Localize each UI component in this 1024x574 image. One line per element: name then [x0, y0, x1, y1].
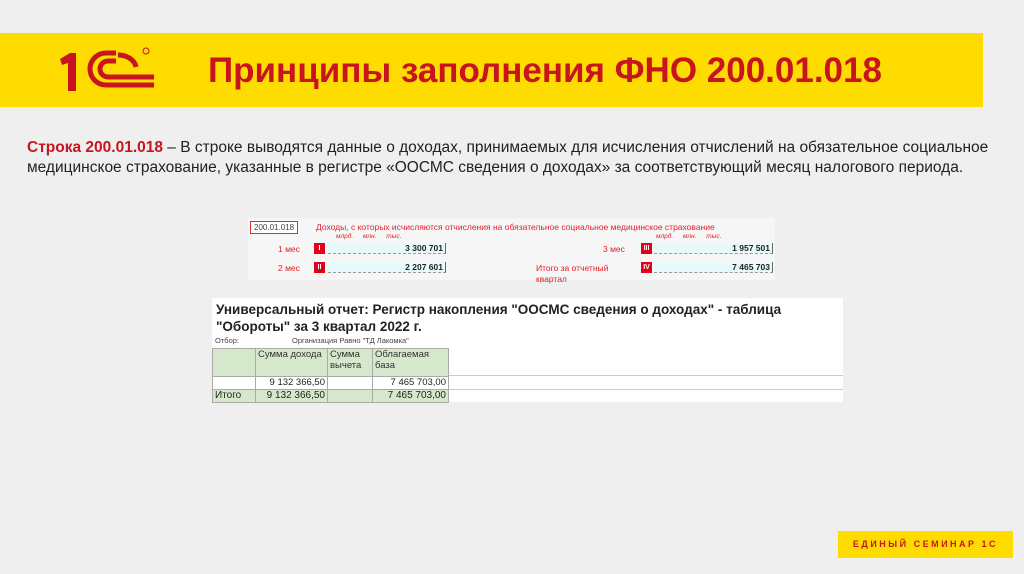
report-title: Универсальный отчет: Регистр накопления … [216, 302, 782, 334]
value-field[interactable]: 2 207 601 [328, 262, 446, 273]
report-table: Сумма дохода Сумма вычета Облагаемая баз… [212, 348, 449, 403]
description-text: – В строке выводятся данные о доходах, п… [27, 139, 989, 176]
footer-badge: ЕДИНЫЙ СЕМИНАР 1С [838, 531, 1013, 558]
divider [449, 375, 843, 376]
table-row: 9 132 366,50 7 465 703,00 [212, 376, 449, 390]
row-label: 1 мес [278, 244, 300, 254]
roman-marker: I [314, 243, 325, 254]
row-label: 2 мес [278, 263, 300, 273]
page-title: Принципы заполнения ФНО 200.01.018 [208, 51, 882, 90]
roman-marker: II [314, 262, 325, 273]
cell: 7 465 703,00 [372, 376, 449, 390]
cell: Итого [212, 389, 256, 403]
form-heading: Доходы, с которых исчисляются отчисления… [316, 222, 715, 232]
header-band: Принципы заполнения ФНО 200.01.018 [0, 33, 983, 107]
value-field[interactable]: 7 465 703 [654, 262, 773, 273]
row-label: 3 мес [603, 244, 625, 254]
cell: 9 132 366,50 [255, 389, 328, 403]
roman-marker: III [641, 243, 652, 254]
total-row: Итого 9 132 366,50 7 465 703,00 [212, 389, 449, 403]
column-header: Облагаемая база [372, 348, 449, 377]
description-lead: Строка 200.01.018 [27, 139, 163, 156]
row-label: Итого за отчетный квартал [536, 263, 609, 284]
value-field[interactable]: 3 300 701 [328, 243, 446, 254]
filter-label: Отбор: [215, 336, 239, 345]
cell: 9 132 366,50 [255, 376, 328, 390]
value-field[interactable]: 1 957 501 [654, 243, 773, 254]
filter-value: Организация Равно "ТД Лакомка" [292, 336, 409, 345]
1c-logo [60, 47, 154, 91]
roman-marker: IV [641, 262, 652, 273]
cell [212, 376, 256, 390]
column-header: Сумма дохода [255, 348, 328, 377]
cell [327, 376, 373, 390]
column-header [212, 348, 256, 377]
register-report: Универсальный отчет: Регистр накопления … [212, 298, 843, 403]
description: Строка 200.01.018 – В строке выводятся д… [27, 138, 997, 177]
units-label: млрд. млн. тыс. [656, 233, 722, 240]
form-code: 200.01.018 [250, 221, 299, 234]
form-excerpt: 200.01.018 Доходы, с которых исчисляются… [248, 218, 775, 284]
divider [449, 389, 843, 390]
column-header: Сумма вычета [327, 348, 373, 377]
units-label: млрд. млн. тыс. [336, 233, 402, 240]
table-header: Сумма дохода Сумма вычета Облагаемая баз… [212, 348, 449, 377]
cell: 7 465 703,00 [372, 389, 449, 403]
cell [327, 389, 373, 403]
